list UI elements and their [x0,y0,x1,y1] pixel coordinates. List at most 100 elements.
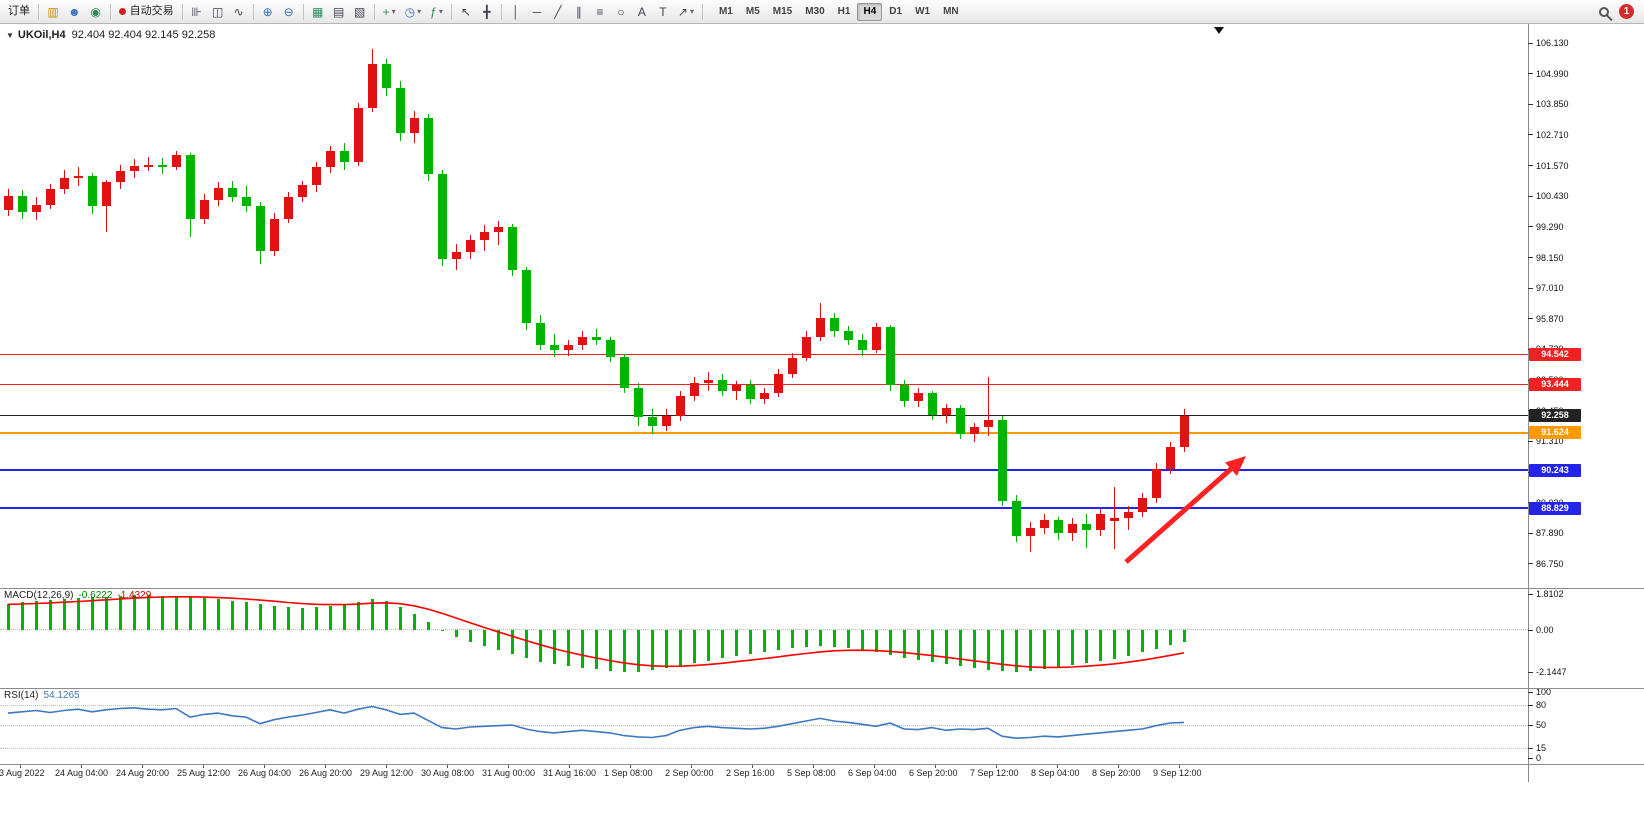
rsi-axis-tick [1528,704,1533,706]
indicators-button[interactable]: ƒ ▾ [426,2,447,22]
macd-bar [944,630,948,664]
tile-windows-icon[interactable]: ▦ [308,2,328,22]
charts-icon[interactable]: ▥ [43,2,63,22]
zoom-out-icon[interactable]: ⊖ [279,2,299,22]
chevron-down-icon: ▾ [689,6,694,16]
candle-wick [987,377,989,437]
macd-bar [846,630,850,649]
tab-m5[interactable]: M5 [740,3,766,21]
hline-94.542[interactable] [0,354,1528,355]
toolbar-separator [109,3,111,20]
arrow-tool-button[interactable]: ↗ ▾ [674,2,698,22]
trend-line-icon[interactable]: ╱ [548,2,568,22]
macd-signal-value: -1.4329 [117,590,152,601]
tab-m15[interactable]: M15 [767,3,798,21]
macd-bar [1126,630,1130,656]
tab-m30[interactable]: M30 [799,3,830,21]
tab-mn[interactable]: MN [937,3,965,21]
rsi-panel-splitter[interactable] [0,688,1644,689]
label-tool-icon[interactable]: T [653,2,673,22]
tab-h1[interactable]: H1 [832,3,857,21]
time-axis-tick [20,764,21,768]
candlestick-icon[interactable]: ◫ [208,2,228,22]
text-tool-icon[interactable]: A [632,2,652,22]
macd-bar [818,630,822,646]
macd-bar [888,630,892,655]
crosshair-icon[interactable]: ╋ [477,2,497,22]
macd-bar [440,630,444,631]
macd-bar [636,630,640,672]
macd-bar [482,630,486,646]
candle [535,323,545,345]
macd-bar [160,595,164,630]
candle [465,240,475,253]
price-badge-92.258: 92.258 [1529,409,1581,423]
community-icon[interactable]: ◉ [86,2,106,22]
macd-bar [972,630,976,668]
autotrade-button[interactable]: 自动交易 [115,2,178,22]
trend-arrow-annotation[interactable] [1108,440,1278,580]
toolbar-separator [38,3,39,20]
macd-bar [216,599,220,630]
tab-d1[interactable]: D1 [883,3,908,21]
macd-bar [202,598,206,630]
time-axis-label: 1 Sep 08:00 [604,768,653,778]
macd-bar [1112,630,1116,659]
zoom-in-icon[interactable]: ⊕ [258,2,278,22]
profile-icon[interactable]: ☻ [64,2,85,22]
hline-93.444[interactable] [0,383,1528,385]
macd-bar [314,607,318,630]
new-chart-button[interactable]: + ▾ [379,2,400,22]
price-axis-label: 98.150 [1536,252,1564,263]
arrange-windows-icon[interactable]: ▤ [329,2,349,22]
shapes-icon[interactable]: ○ [611,2,631,22]
line-chart-icon[interactable]: ∿ [229,2,249,22]
hline-92.258[interactable] [0,415,1528,417]
tab-h4[interactable]: H4 [857,2,883,21]
period-clock-button[interactable]: ◷ ▾ [401,2,426,22]
hline-90.243[interactable] [0,469,1528,472]
fibonacci-icon[interactable]: ≡ [590,2,610,22]
candle-wick [497,221,499,246]
candle [1123,511,1133,519]
cascade-windows-icon[interactable]: ▧ [350,2,370,22]
time-axis-label: 31 Aug 00:00 [482,768,536,778]
macd-bar [958,630,962,666]
tab-m1[interactable]: M1 [713,3,739,21]
time-axis-label: 23 Aug 2022 [0,768,45,778]
macd-bar [328,605,332,630]
macd-bar [174,596,178,630]
hline-88.829[interactable] [0,507,1528,510]
macd-bar [468,630,472,642]
rsi-level-80 [0,704,1528,706]
rsi-axis-tick [1528,747,1533,749]
rsi-name: RSI(14) [4,690,39,701]
time-axis-tick [1118,764,1119,768]
tab-w1[interactable]: W1 [909,3,936,21]
price-axis-tick [1528,257,1533,259]
candle [353,108,363,163]
horizontal-line-icon[interactable]: ─ [527,2,547,22]
channel-icon[interactable]: ∥ [569,2,589,22]
notification-badge[interactable]: 1 [1619,4,1634,19]
cursor-icon[interactable]: ↖ [456,2,476,22]
new-order-button[interactable]: 订单 [4,2,34,22]
bar-chart-icon[interactable]: ⊪ [187,2,207,22]
macd-bar [734,630,738,656]
search-icon[interactable] [1599,6,1609,17]
macd-bar [720,630,724,658]
macd-panel-splitter[interactable] [0,588,1644,589]
hline-91.624[interactable] [0,431,1528,434]
macd-bar [692,630,696,664]
macd-bar [384,601,388,630]
price-axis-label: 101.570 [1536,160,1569,171]
candle [1179,415,1189,448]
toolbar-separator [373,3,375,20]
macd-bar [930,630,934,662]
macd-bar [398,607,402,630]
macd-axis-tick [1528,671,1533,673]
time-axis-tick [630,764,631,768]
vertical-line-icon[interactable]: │ [506,2,526,22]
time-axis-label: 25 Aug 12:00 [177,768,231,778]
